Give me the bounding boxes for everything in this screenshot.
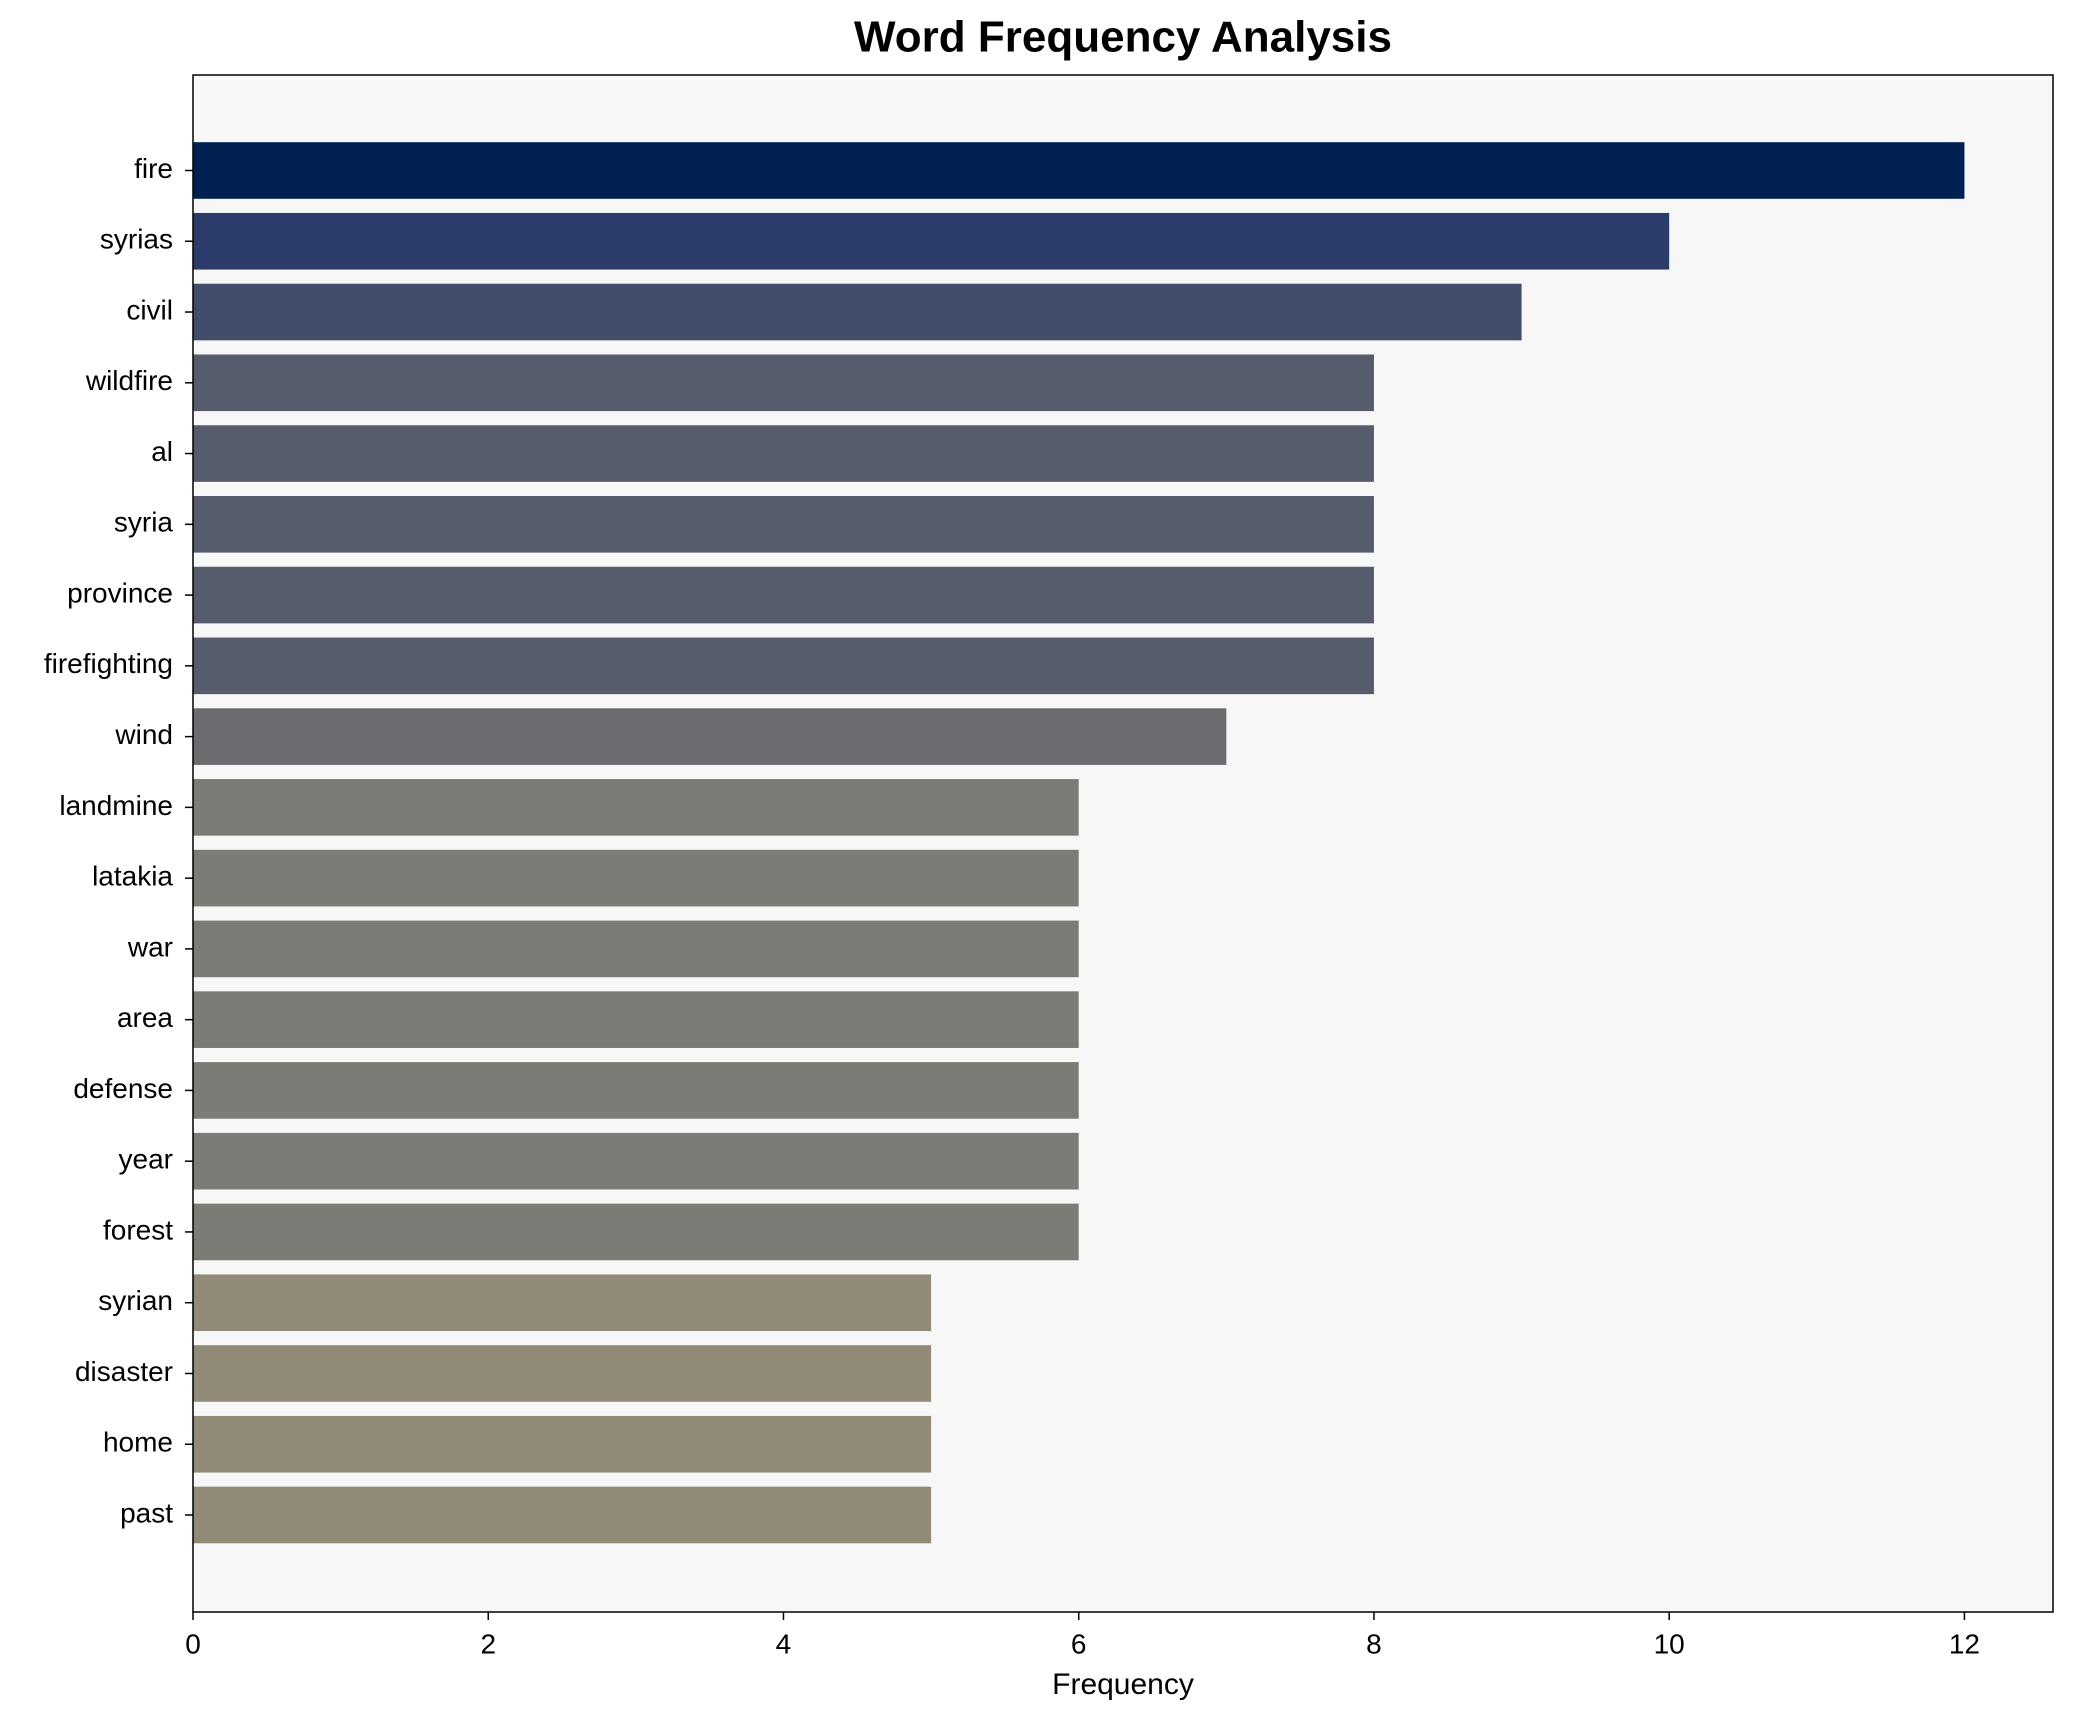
bar [193,1062,1079,1119]
bar [193,849,1079,907]
y-tick-label: disaster [75,1356,173,1387]
x-tick-label: 6 [1071,1628,1087,1659]
bar [193,496,1374,553]
x-tick-label: 2 [480,1628,496,1659]
bar [193,354,1374,412]
y-tick-label: firefighting [44,648,173,679]
x-tick-label: 12 [1949,1628,1980,1659]
x-tick-label: 4 [776,1628,792,1659]
y-tick-label: area [117,1002,173,1033]
bar [193,212,1670,270]
y-tick-label: latakia [92,861,173,892]
y-tick-label: wind [114,719,173,750]
y-tick-label: al [151,436,173,467]
bar [193,425,1374,482]
bar [193,1203,1079,1261]
x-tick-label: 8 [1366,1628,1382,1659]
y-tick-label: defense [73,1073,173,1104]
y-tick-label: home [103,1427,173,1458]
x-axis-label: Frequency [1052,1668,1194,1701]
y-tick-label: syrias [100,224,173,255]
plot-frame [192,74,2054,1613]
y-tick-label: syrian [98,1285,173,1316]
bar [193,283,1522,341]
bar [193,920,1079,978]
y-tick-label: war [127,931,173,962]
bar [193,1486,932,1544]
y-tick-label: landmine [59,790,173,821]
chart-title: Word Frequency Analysis [854,13,1392,62]
y-tick-label: civil [126,294,173,325]
y-tick-label: fire [134,153,173,184]
bar [193,142,1965,199]
bar [193,1345,932,1402]
x-tick-label: 10 [1654,1628,1685,1659]
y-tick-label: forest [103,1214,173,1245]
y-tick-label: syria [114,507,174,538]
y-tick-label: year [119,1144,173,1175]
bar [193,991,1079,1048]
y-tick-label: past [120,1497,173,1528]
bar [193,1274,932,1332]
y-tick-label: wildfire [85,365,173,396]
y-tick-label: province [67,577,173,608]
bar [193,637,1374,695]
x-tick-label: 0 [185,1628,201,1659]
bar [193,1132,1079,1190]
bar [193,779,1079,836]
bar [193,708,1227,765]
bar [193,566,1374,624]
bar [193,1415,932,1473]
